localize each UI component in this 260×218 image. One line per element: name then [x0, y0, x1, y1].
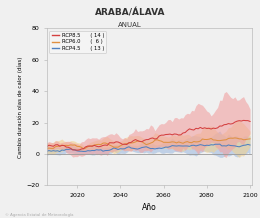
- Legend: RCP8.5      ( 14 ), RCP6.0      (  6 ), RCP4.5      ( 13 ): RCP8.5 ( 14 ), RCP6.0 ( 6 ), RCP4.5 ( 13…: [49, 31, 106, 53]
- Text: ANUAL: ANUAL: [118, 22, 142, 28]
- X-axis label: Año: Año: [142, 203, 157, 213]
- Text: © Agencia Estatal de Meteorología: © Agencia Estatal de Meteorología: [5, 213, 74, 217]
- Y-axis label: Cambio duración olas de calor (días): Cambio duración olas de calor (días): [18, 56, 23, 158]
- Text: ARABA/ÁLAVA: ARABA/ÁLAVA: [95, 9, 165, 18]
